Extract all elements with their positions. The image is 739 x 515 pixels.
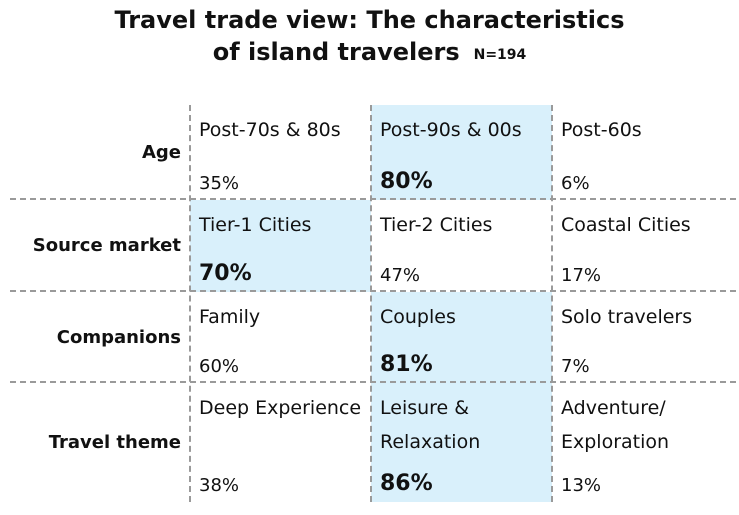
cell-value: 80% — [380, 169, 433, 194]
table-cell: Post-60s 6% — [552, 105, 736, 200]
cell-label: Tier-2 Cities — [380, 214, 493, 236]
row-label: Age — [141, 141, 181, 163]
title-line-1: Travel trade view: The characteristics — [114, 6, 625, 34]
cell-label: Leisure & Relaxation — [380, 397, 481, 453]
cell-value: 38% — [199, 475, 240, 496]
cell-value: 6% — [561, 173, 590, 194]
column-divider — [189, 105, 191, 502]
row-label: Travel theme — [48, 431, 181, 453]
table-cell: Solo travelers 7% — [552, 292, 736, 383]
cell-label: Adventure/ Exploration — [561, 397, 670, 453]
cell-label: Family — [199, 306, 261, 328]
cell-label: Coastal Cities — [561, 214, 691, 236]
row-divider — [10, 290, 736, 292]
cell-label: Deep Experience — [199, 397, 362, 419]
title-line-2: of island travelers N=194 — [0, 36, 739, 71]
table-cell: Couples 81% — [371, 292, 552, 383]
table-cell: Post-90s & 00s 80% — [371, 105, 552, 200]
table-cell: Tier-1 Cities 70% — [190, 200, 371, 292]
cell-value: 17% — [561, 265, 602, 286]
table-cell: Leisure & Relaxation 86% — [371, 383, 552, 502]
column-divider — [370, 105, 372, 502]
table-cell: Coastal Cities 17% — [552, 200, 736, 292]
sample-size: N=194 — [473, 47, 527, 63]
table-cell: Deep Experience 38% — [190, 383, 371, 502]
row-divider — [10, 198, 736, 200]
row-divider — [10, 381, 736, 383]
title-line-2-text: of island travelers — [212, 38, 460, 66]
cell-value: 70% — [199, 261, 252, 286]
column-divider — [551, 105, 553, 502]
cell-value: 35% — [199, 173, 240, 194]
cell-value: 86% — [380, 471, 433, 496]
cell-label: Tier-1 Cities — [199, 214, 312, 236]
cell-value: 13% — [561, 475, 602, 496]
cell-label: Solo travelers — [561, 306, 693, 328]
cell-value: 81% — [380, 352, 433, 377]
cell-value: 60% — [199, 356, 240, 377]
table-cell: Adventure/ Exploration 13% — [552, 383, 736, 502]
chart-title: Travel trade view: The characteristics o… — [0, 4, 739, 71]
row-label: Source market — [32, 235, 181, 256]
cell-value: 7% — [561, 356, 590, 377]
table-cell: Tier-2 Cities 47% — [371, 200, 552, 292]
cell-value: 47% — [380, 265, 421, 286]
cell-label: Post-70s & 80s — [199, 119, 341, 141]
table-cell: Post-70s & 80s 35% — [190, 105, 371, 200]
cell-label: Post-90s & 00s — [380, 119, 522, 141]
row-label: Companions — [56, 326, 181, 348]
table-cell: Family 60% — [190, 292, 371, 383]
cell-label: Couples — [380, 306, 456, 328]
cell-label: Post-60s — [561, 119, 642, 141]
